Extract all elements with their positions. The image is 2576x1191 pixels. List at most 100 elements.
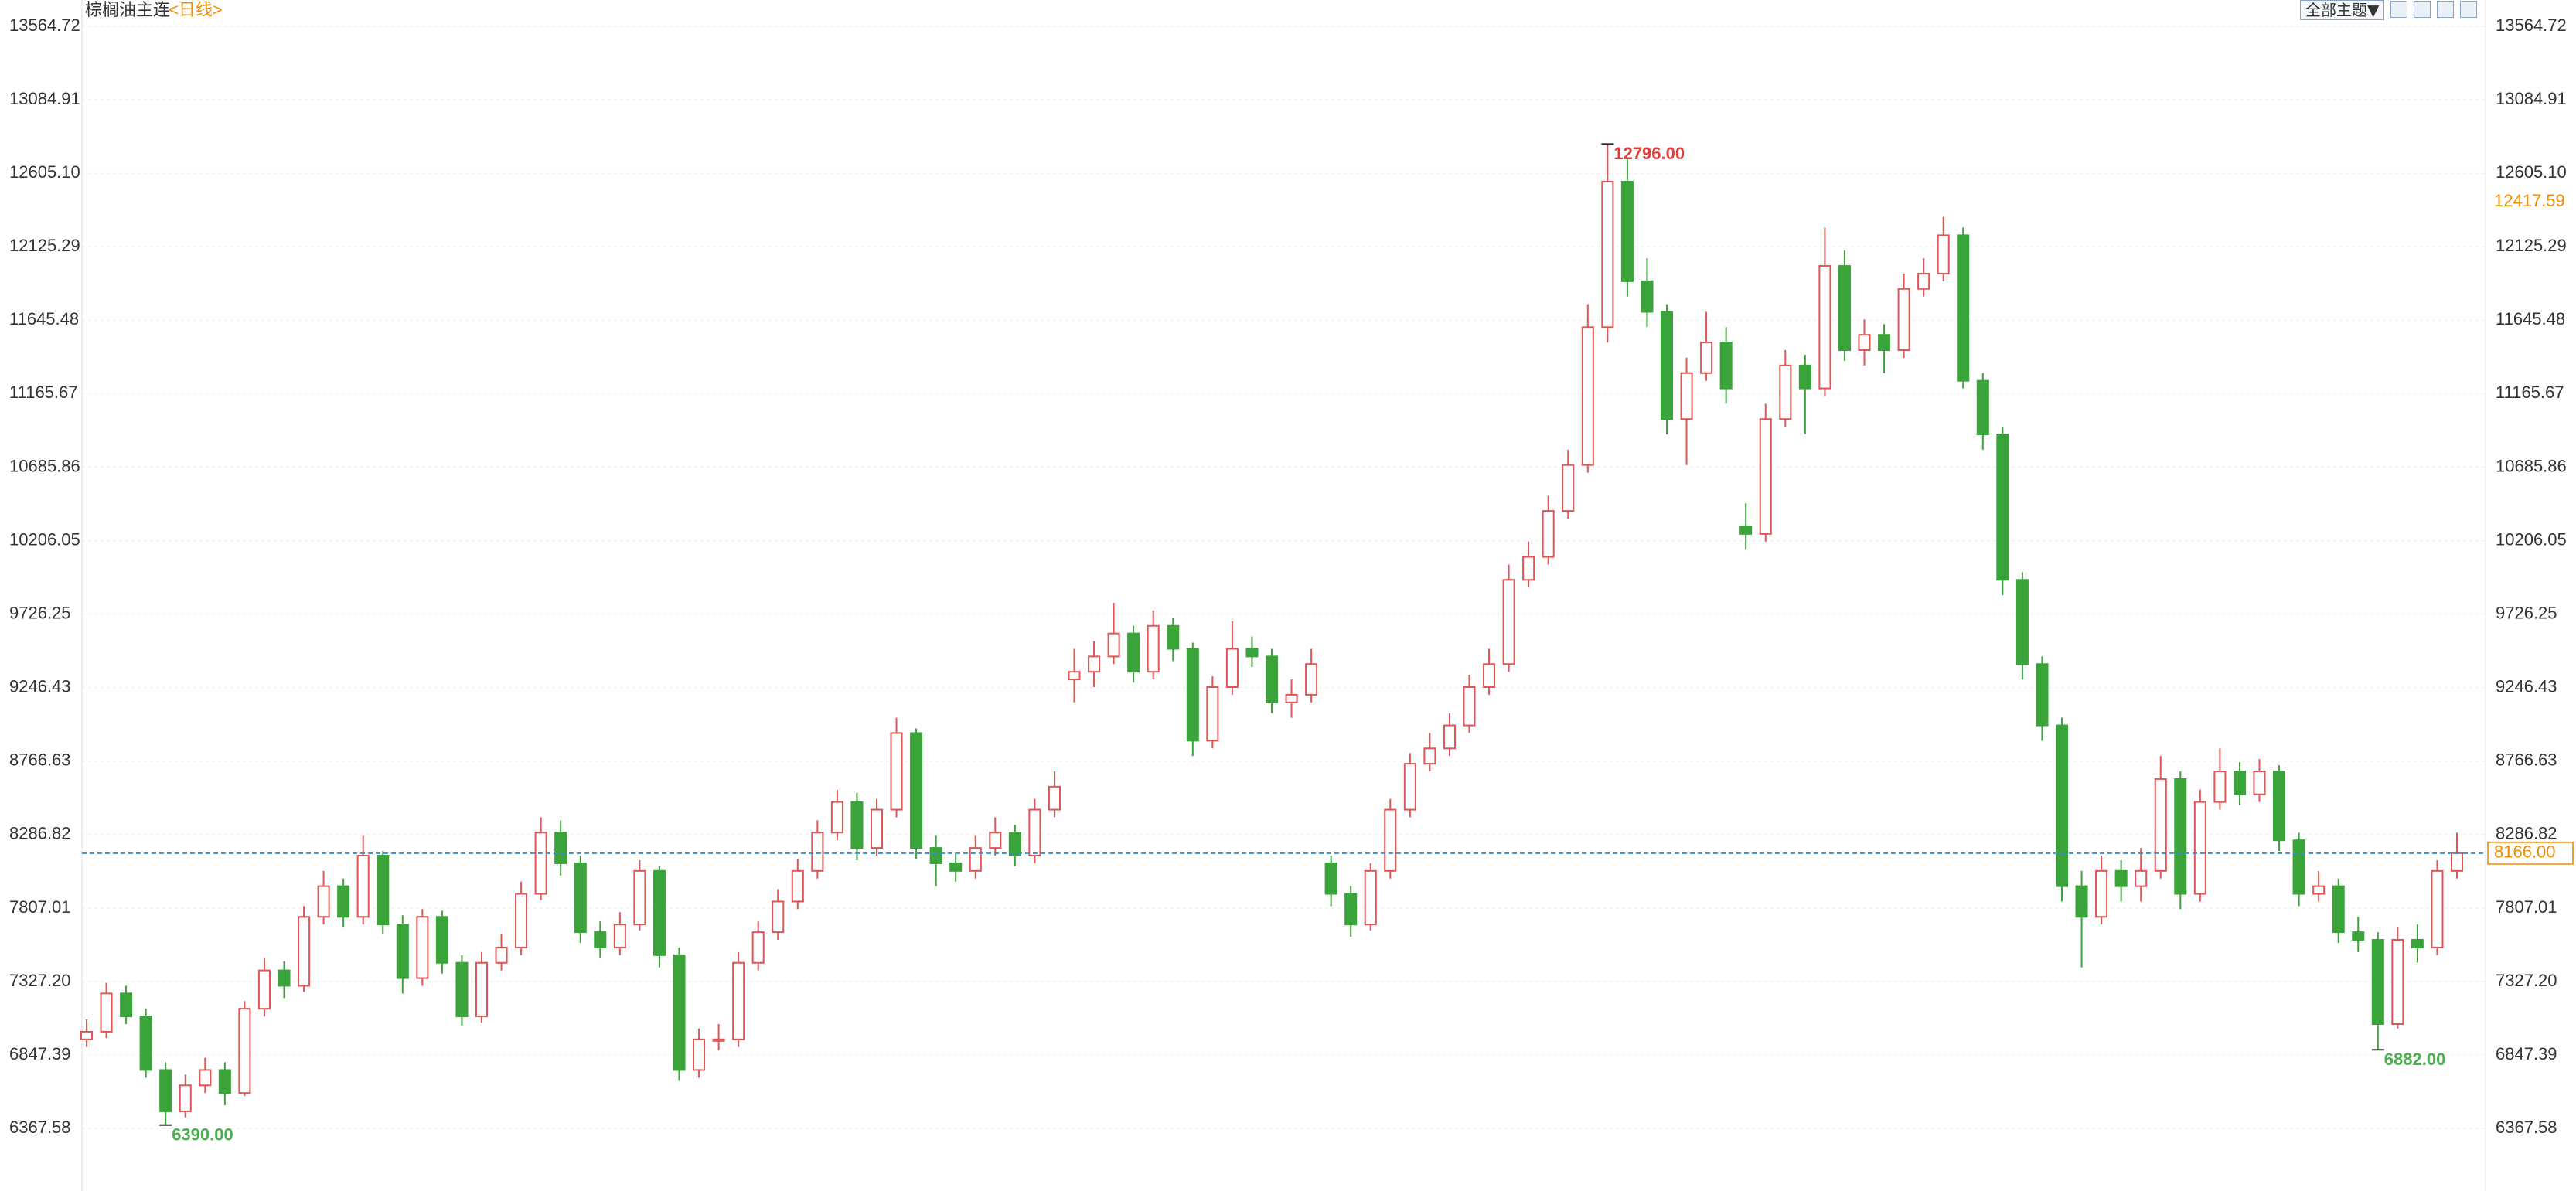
candle-body	[435, 916, 448, 964]
candle-body	[613, 924, 626, 948]
y-tick-label: 12605.10	[9, 162, 80, 182]
candle-body	[1285, 693, 1298, 703]
candle-body	[2371, 938, 2384, 1025]
candle-body	[1838, 265, 1851, 352]
candle-body	[1878, 334, 1891, 352]
y-tick-label-right: 13084.91	[2496, 89, 2567, 108]
candle-body	[1245, 648, 1259, 658]
candle-body	[1542, 510, 1555, 558]
candle-body	[495, 946, 508, 964]
candle-body	[910, 732, 923, 849]
candle-body	[1305, 663, 1318, 696]
candle-body	[653, 869, 666, 956]
candle-body	[278, 969, 291, 987]
candle-body	[2015, 579, 2029, 665]
last-price-label: 8166.00	[2494, 842, 2556, 862]
candle-body	[1779, 364, 1792, 420]
y-tick-label-right: 10685.86	[2496, 456, 2567, 475]
y-tick-label: 11165.67	[9, 383, 78, 402]
candle-body	[2292, 839, 2305, 895]
candle-body	[772, 900, 785, 934]
theme-button[interactable]: 全部主题▼	[2300, 0, 2385, 20]
candle-body	[257, 969, 271, 1010]
candle-body	[1976, 379, 1989, 436]
y-tick-label: 9246.43	[9, 677, 71, 696]
y-tick-label: 13564.72	[9, 15, 80, 35]
y-tick-label-right: 11165.67	[2496, 383, 2564, 402]
candle-body	[1739, 525, 1753, 535]
candle-body	[317, 885, 330, 918]
candle-body	[159, 1069, 172, 1112]
extreme-label: 6390.00	[172, 1125, 233, 1145]
candle-body	[238, 1008, 251, 1094]
y-tick-label: 12125.29	[9, 236, 80, 255]
candle-body	[850, 801, 864, 849]
y-tick-label-right: 11645.48	[2496, 309, 2565, 328]
candle-body	[751, 931, 765, 964]
candle-body	[594, 931, 607, 948]
y-tick-label-right: 8766.63	[2496, 750, 2557, 770]
candle-body	[120, 992, 133, 1018]
candle-body	[139, 1016, 152, 1071]
candle-body	[830, 801, 843, 834]
candle-body	[377, 854, 390, 926]
candle-body	[2075, 885, 2088, 918]
y-tick-label: 6847.39	[9, 1044, 71, 1063]
candle-body	[1680, 372, 1693, 420]
y-tick-label-right: 9726.25	[2496, 603, 2557, 622]
candle-body	[1008, 832, 1021, 856]
icon-button[interactable]	[2437, 1, 2455, 18]
cursor-price-label: 12417.59	[2494, 191, 2565, 210]
y-tick-label: 13084.91	[9, 89, 80, 108]
candle-body	[455, 961, 469, 1018]
icon-button[interactable]	[2414, 1, 2431, 18]
candle-body	[80, 1030, 94, 1040]
candle-body	[1384, 808, 1397, 872]
candle-body	[179, 1084, 192, 1112]
y-tick-label: 11645.48	[9, 309, 79, 328]
candle-body	[2253, 771, 2266, 795]
candle-body	[515, 893, 528, 948]
candle-body	[1206, 686, 1219, 742]
icon-button[interactable]	[2460, 1, 2478, 18]
candle-body	[693, 1038, 706, 1071]
y-tick-label-right: 6847.39	[2496, 1044, 2557, 1063]
candle-body	[1443, 724, 1456, 750]
candle-body	[2233, 771, 2246, 795]
candle-body	[929, 847, 942, 864]
candle-body	[1759, 418, 1772, 535]
candle-body	[1641, 280, 1654, 313]
candle-body	[969, 847, 982, 872]
candle-body	[633, 869, 646, 926]
candle-body	[2036, 663, 2049, 727]
y-tick-label-right: 6367.58	[2496, 1118, 2557, 1137]
candle-body	[2312, 885, 2326, 895]
candle-body	[2135, 869, 2148, 887]
candle-body	[1483, 663, 1496, 689]
y-tick-label-right: 13564.72	[2496, 15, 2567, 35]
y-tick-label-right: 10206.05	[2496, 529, 2567, 549]
candle-body	[2411, 938, 2424, 948]
candle-body	[1957, 234, 1970, 382]
y-tick-label: 8286.82	[9, 824, 71, 843]
candle-body	[2332, 885, 2345, 934]
y-tick-label-right: 12605.10	[2496, 162, 2567, 182]
icon-button[interactable]	[2390, 1, 2408, 18]
candle-body	[1818, 265, 1831, 390]
candle-body	[1700, 342, 1713, 374]
y-tick-label: 9726.25	[9, 603, 71, 622]
candle-body	[1660, 311, 1674, 420]
candle-body	[2213, 771, 2227, 803]
candle-body	[1028, 808, 1041, 856]
candle-body	[1107, 632, 1120, 658]
candle-body	[989, 832, 1002, 849]
candle-body	[1601, 181, 1614, 328]
y-tick-label: 10685.86	[9, 456, 80, 475]
candle-body	[1048, 785, 1061, 811]
candle-body	[1344, 893, 1358, 926]
candle-body	[1581, 326, 1594, 466]
candle-body	[218, 1069, 231, 1094]
y-tick-label: 8766.63	[9, 750, 71, 770]
candle-body	[732, 961, 745, 1040]
